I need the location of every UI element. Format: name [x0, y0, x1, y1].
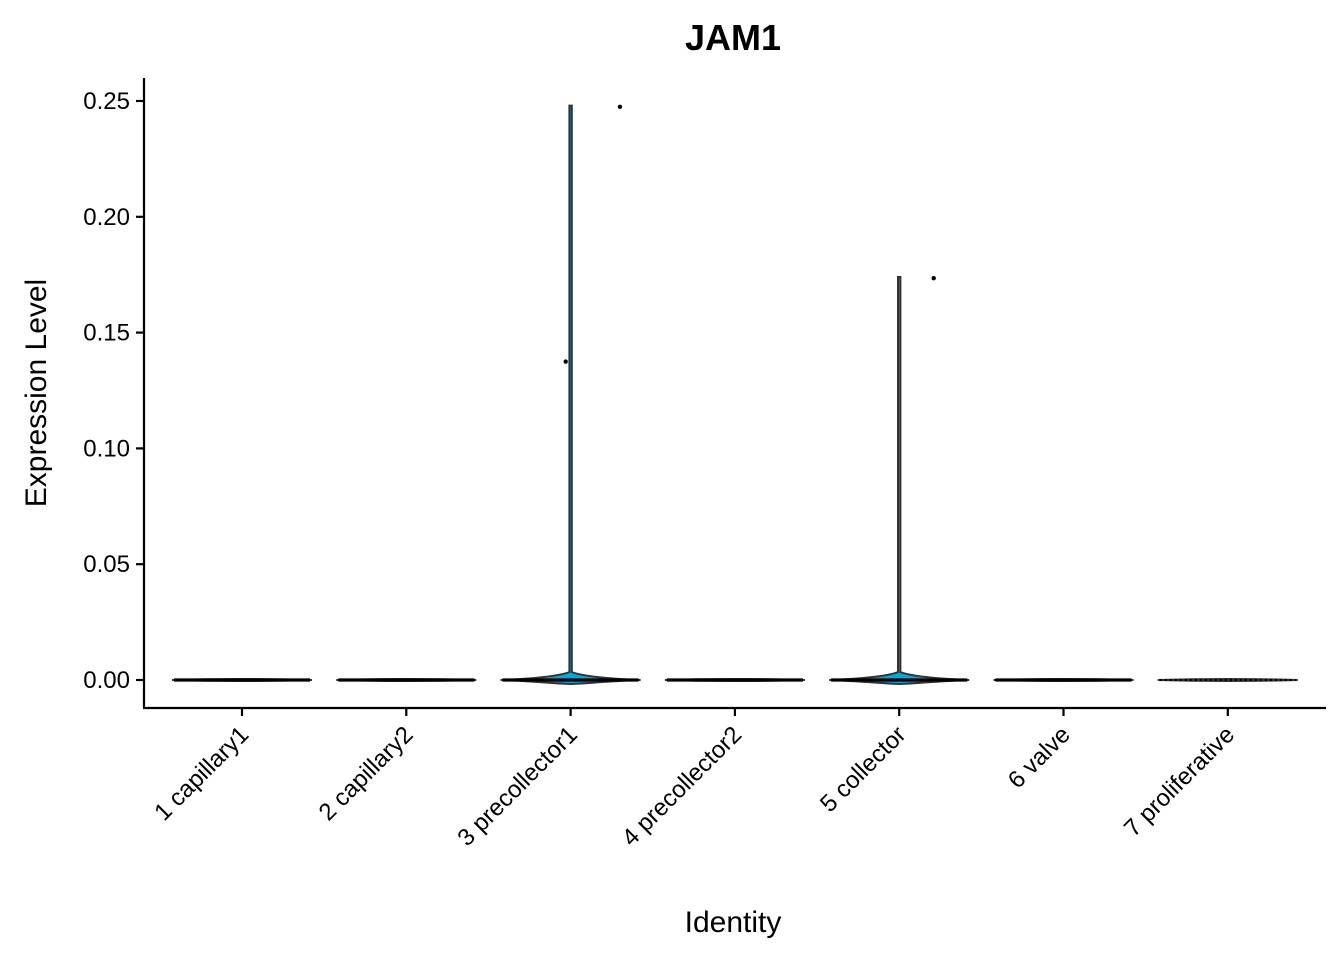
x-tick-label: 4 precollector2 [617, 721, 747, 851]
violin [993, 678, 1134, 682]
data-point [617, 104, 623, 109]
y-tick-label: 0.15 [83, 320, 130, 347]
violin-body [829, 276, 970, 686]
y-axis-title: Expression Level [20, 279, 53, 507]
y-tick-label: 0.20 [83, 204, 130, 231]
data-point [563, 359, 568, 364]
x-tick-label: 2 capillary2 [314, 721, 419, 826]
chart-title: JAM1 [685, 17, 781, 58]
violin [664, 678, 805, 682]
data-point [931, 275, 936, 281]
violin [500, 104, 641, 686]
x-tick-label: 7 proliferative [1119, 721, 1240, 842]
y-tick-label: 0.00 [83, 667, 130, 694]
y-tick-label: 0.10 [83, 435, 130, 462]
violin [171, 678, 313, 682]
y-axis-ticks: 0.00 0.05 0.10 0.15 0.20 0.25 [83, 88, 144, 694]
violin [1157, 678, 1298, 682]
x-tick-label: 3 precollector1 [452, 721, 582, 851]
x-tick-label: 5 collector [815, 721, 911, 817]
plot-area [171, 104, 1298, 686]
violin [336, 678, 477, 682]
violin-body [500, 104, 641, 686]
y-tick-label: 0.05 [83, 551, 130, 578]
x-tick-label: 1 capillary1 [149, 721, 254, 826]
violin [829, 276, 970, 686]
y-tick-label: 0.25 [83, 88, 130, 115]
x-tick-label: 6 valve [1003, 721, 1076, 794]
x-axis-ticks: 1 capillary1 2 capillary2 3 precollector1 4… [149, 708, 1240, 852]
x-axis-title: Identity [685, 906, 782, 939]
